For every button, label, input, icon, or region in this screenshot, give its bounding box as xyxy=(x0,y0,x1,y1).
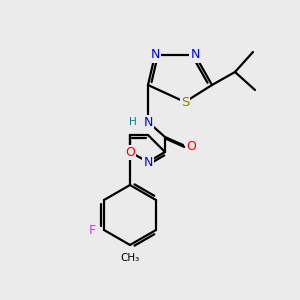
Text: S: S xyxy=(181,95,189,109)
Text: N: N xyxy=(190,49,200,62)
Text: CH₃: CH₃ xyxy=(120,253,140,263)
Text: N: N xyxy=(143,155,153,169)
Text: F: F xyxy=(88,224,96,236)
Text: H: H xyxy=(129,117,137,127)
Text: N: N xyxy=(150,49,160,62)
Text: N: N xyxy=(143,116,153,128)
Text: O: O xyxy=(125,146,135,158)
Text: O: O xyxy=(186,140,196,152)
